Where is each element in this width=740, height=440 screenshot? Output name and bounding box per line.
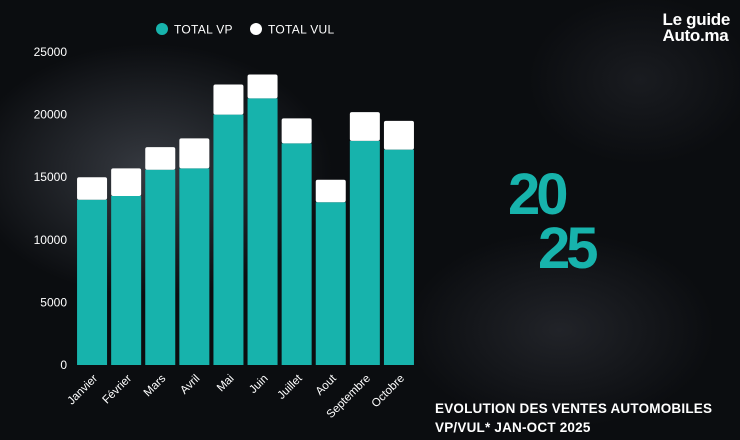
bar-vul — [179, 138, 210, 169]
bar-vul — [111, 168, 142, 196]
y-tick-label: 15000 — [34, 170, 68, 184]
y-axis: 0 5000 10000 15000 20000 25000 — [34, 45, 68, 372]
bar-vp — [213, 114, 244, 365]
bar-vul — [145, 147, 176, 170]
bar-vul — [383, 120, 414, 150]
legend-label: TOTAL VP — [174, 23, 233, 37]
x-tick-label: Juin — [247, 373, 270, 396]
x-tick-label: Avril — [178, 373, 202, 397]
chart-legend: TOTAL VP TOTAL VUL — [156, 23, 335, 37]
bar-vul — [315, 179, 346, 203]
chart-caption: EVOLUTION DES VENTES AUTOMOBILES VP/VUL*… — [435, 399, 712, 437]
y-tick-label: 5000 — [40, 295, 67, 309]
caption-line-1: EVOLUTION DES VENTES AUTOMOBILES — [435, 401, 713, 416]
legend-label: TOTAL VUL — [268, 23, 335, 37]
bars — [77, 74, 414, 365]
bar-vul — [77, 177, 108, 200]
year-graphic: 20 25 — [508, 162, 598, 281]
legend-swatch — [156, 23, 168, 35]
bar-vul — [213, 84, 244, 115]
x-tick-label: Juillet — [275, 372, 305, 402]
x-tick-label: Mai — [215, 373, 237, 395]
bar-vp — [179, 168, 210, 365]
y-tick-label: 10000 — [34, 233, 68, 247]
y-tick-label: 25000 — [34, 45, 68, 59]
bar-vul — [349, 112, 380, 141]
brand-line-2: Auto.ma — [662, 26, 729, 45]
brand-line-1: Le guide — [662, 10, 731, 29]
bar-vp — [315, 202, 346, 365]
x-tick-label: Octobre — [370, 373, 407, 410]
bar-vul — [281, 118, 312, 144]
brand-logo: Le guide Auto.ma — [662, 10, 731, 45]
x-tick-label: Février — [100, 373, 134, 407]
caption-line-2: VP/VUL* JAN-OCT 2025 — [435, 420, 591, 435]
bar-vp — [77, 199, 108, 365]
bar-vp — [281, 143, 312, 365]
y-tick-label: 0 — [60, 358, 67, 372]
x-axis: Janvier Février Mars Avril Mai Juin Juillet Aou… — [65, 372, 407, 421]
bar-vp — [111, 195, 142, 365]
bar-vp — [383, 149, 414, 365]
x-tick-label: Mars — [142, 372, 169, 399]
x-tick-label: Aout — [314, 372, 340, 398]
bar-vp — [349, 140, 380, 365]
y-tick-label: 20000 — [34, 108, 68, 122]
year-graphic-bottom: 25 — [538, 216, 598, 281]
year-graphic-top: 20 — [508, 162, 568, 227]
bar-vp — [145, 169, 176, 365]
x-tick-label: Janvier — [65, 373, 100, 408]
bar-vp — [247, 98, 278, 365]
bar-vul — [247, 74, 278, 99]
legend-swatch — [250, 23, 262, 35]
